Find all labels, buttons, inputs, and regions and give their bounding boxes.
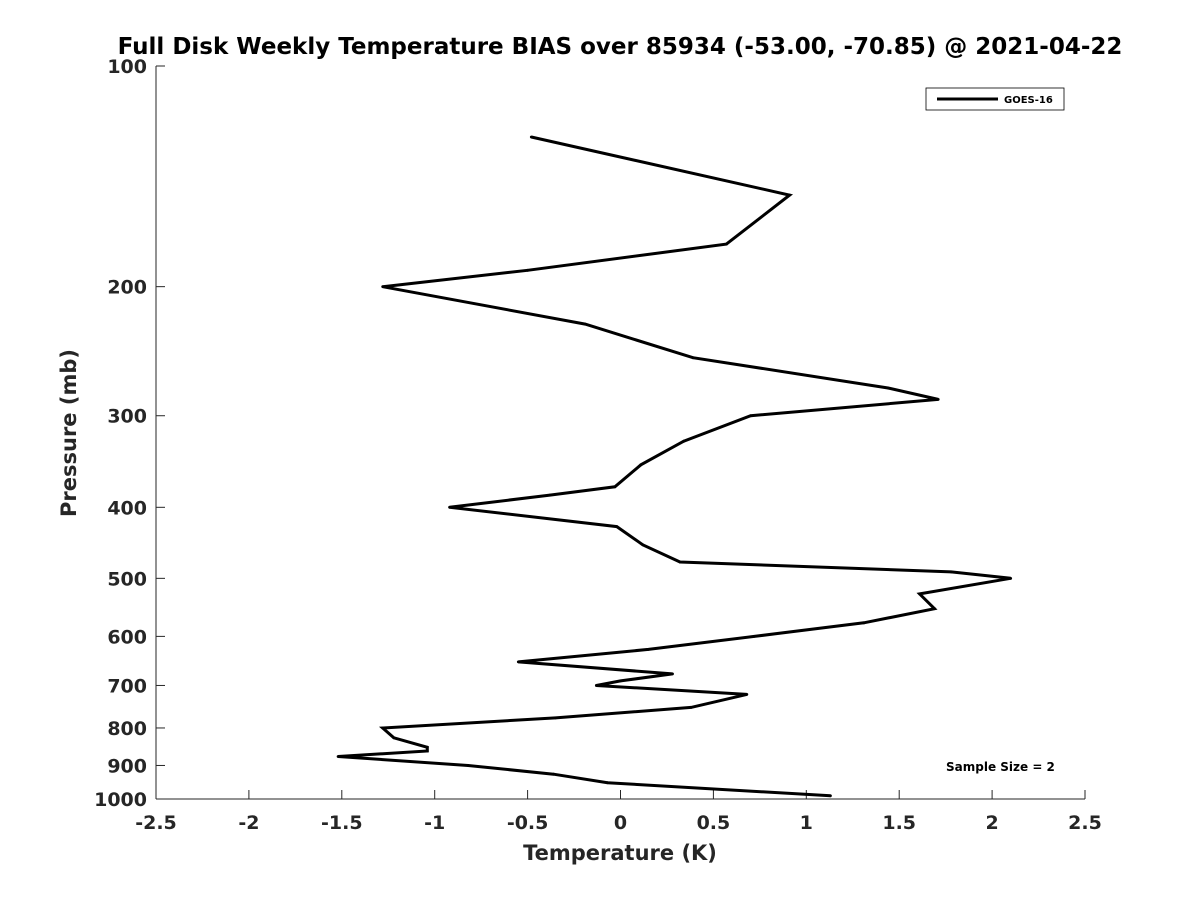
data-point	[381, 726, 385, 730]
data-point	[646, 647, 650, 651]
data-point	[606, 781, 609, 785]
y-tick-label: 100	[107, 56, 147, 78]
x-tick-label: 0.5	[697, 812, 731, 834]
data-point	[583, 322, 587, 326]
x-tick-label: -1	[424, 812, 445, 834]
y-tick-label: 300	[107, 406, 147, 428]
x-tick-label: 1	[800, 812, 813, 834]
x-tick-label: -2	[238, 812, 259, 834]
x-axis-ticks: -2.5 -2 -1.5 -1 -0.5 0 0.5 1 1.5 2 2.5	[135, 790, 1102, 834]
data-point	[425, 749, 429, 753]
x-tick-label: -2.5	[135, 812, 177, 834]
y-tick-label: 400	[107, 497, 147, 519]
data-point	[336, 755, 340, 758]
data-point	[678, 560, 682, 564]
data-point	[745, 693, 749, 696]
data-point	[548, 493, 552, 497]
data-point	[949, 570, 953, 574]
data-point	[752, 634, 756, 638]
data-point	[613, 485, 617, 489]
x-tick-label: 2.5	[1068, 812, 1102, 834]
plot-axes	[155, 66, 1085, 800]
data-point	[936, 398, 940, 401]
y-tick-label: 500	[107, 568, 147, 590]
legend: GOES-16	[925, 87, 1065, 111]
series-line-goes-16	[337, 135, 1011, 798]
data-point	[381, 285, 385, 289]
y-tick-label: 200	[107, 277, 147, 299]
data-point	[552, 772, 556, 776]
chart-title: Full Disk Weekly Temperature BIAS over 8…	[118, 34, 1123, 60]
data-point	[886, 386, 890, 390]
data-point	[862, 621, 866, 625]
legend-label-goes-16: GOES-16	[1004, 95, 1053, 106]
x-tick-label: 0	[614, 812, 627, 834]
y-tick-label: 600	[107, 626, 147, 648]
data-point	[392, 736, 396, 740]
y-tick-label: 800	[107, 718, 147, 740]
x-tick-label: 1.5	[882, 812, 916, 834]
data-point	[529, 135, 533, 139]
data-point	[594, 684, 598, 687]
sample-size-annotation: Sample Size = 2	[946, 760, 1055, 774]
y-tick-label: 700	[107, 675, 147, 697]
data-point	[639, 463, 643, 467]
data-point	[526, 268, 529, 272]
data-point	[516, 660, 520, 664]
data-point	[829, 794, 832, 798]
data-point	[1009, 576, 1013, 580]
data-point	[619, 679, 622, 683]
data-point	[933, 607, 936, 611]
data-point	[615, 525, 619, 529]
x-tick-label: -0.5	[507, 812, 549, 834]
data-point	[689, 706, 693, 709]
data-point	[682, 439, 686, 443]
data-point	[691, 356, 695, 360]
x-tick-label: 2	[985, 812, 998, 834]
data-point	[671, 672, 674, 676]
data-point	[725, 242, 728, 246]
data-point	[641, 543, 645, 547]
data-point	[554, 716, 557, 720]
y-tick-label: 1000	[94, 789, 147, 811]
x-tick-label: -1.5	[321, 812, 363, 834]
data-point	[788, 193, 791, 197]
data-point	[425, 745, 429, 749]
x-axis-label: Temperature (K)	[523, 841, 717, 865]
y-tick-label: 900	[107, 755, 147, 777]
data-point	[749, 414, 752, 418]
data-point	[448, 505, 451, 509]
y-axis-ticks: 100 200 300 400 500 600 700 800 900 1000	[94, 56, 165, 811]
y-axis-label: Pressure (mb)	[57, 349, 81, 517]
series-points	[336, 135, 1013, 798]
data-point	[918, 592, 922, 596]
data-point	[466, 764, 470, 767]
